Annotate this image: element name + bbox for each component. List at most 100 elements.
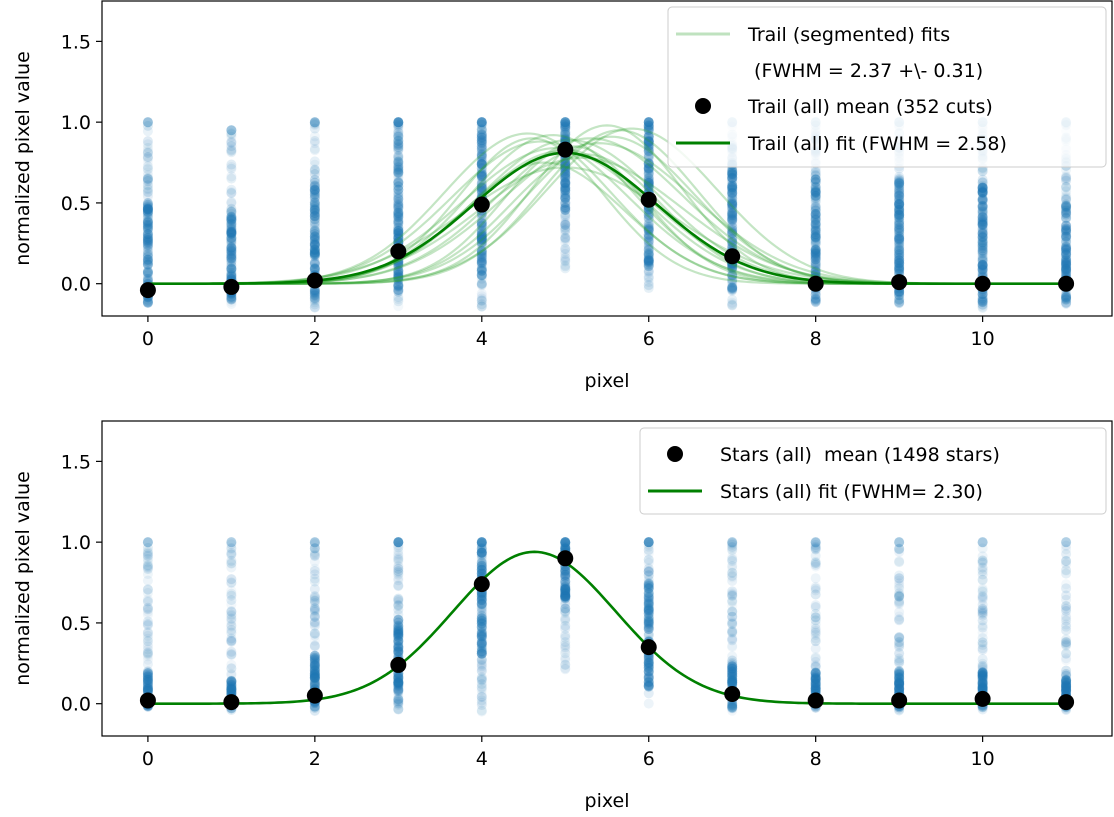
scatter-point xyxy=(142,249,153,260)
scatter-point xyxy=(393,285,404,296)
scatter-point xyxy=(393,207,404,218)
scatter-point xyxy=(727,193,738,204)
scatter-point xyxy=(977,217,988,228)
scatter-point xyxy=(476,175,487,186)
scatter-point xyxy=(226,294,237,305)
scatter-point xyxy=(810,226,821,237)
scatter-point xyxy=(810,229,821,240)
scatter-point xyxy=(643,150,654,161)
scatter-point xyxy=(309,240,320,251)
scatter-point xyxy=(560,197,571,208)
scatter-point xyxy=(1061,262,1072,273)
scatter-point xyxy=(894,632,905,643)
scatter-point xyxy=(727,206,738,217)
x-tick-label: 4 xyxy=(476,328,488,350)
scatter-point xyxy=(476,171,487,182)
scatter-point xyxy=(393,227,404,238)
scatter-point xyxy=(476,231,487,242)
scatter-point xyxy=(977,182,988,193)
scatter-point xyxy=(393,184,404,195)
scatter-point xyxy=(309,641,320,652)
scatter-point xyxy=(643,256,654,267)
scatter-point xyxy=(476,135,487,146)
scatter-point xyxy=(894,199,905,210)
scatter-point xyxy=(142,562,153,573)
scatter-point xyxy=(727,197,738,208)
scatter-point xyxy=(643,179,654,190)
scatter-point xyxy=(226,242,237,253)
scatter-point xyxy=(309,143,320,154)
scatter-point xyxy=(977,231,988,242)
scatter-point xyxy=(810,167,821,178)
scatter-point xyxy=(309,164,320,175)
scatter-point xyxy=(894,203,905,214)
scatter-point xyxy=(309,211,320,222)
scatter-point xyxy=(142,180,153,191)
scatter-point xyxy=(727,666,738,677)
scatter-point xyxy=(142,136,153,147)
scatter-point xyxy=(643,132,654,143)
scatter-point xyxy=(476,150,487,161)
scatter-point xyxy=(727,207,738,218)
scatter-point xyxy=(226,141,237,152)
scatter-point xyxy=(810,230,821,241)
mean-markers xyxy=(139,141,1075,299)
scatter-point xyxy=(560,212,571,223)
scatter-point xyxy=(142,208,153,219)
scatter-point xyxy=(393,209,404,220)
scatter-point xyxy=(142,641,153,652)
scatter-point xyxy=(977,207,988,218)
scatter-point xyxy=(393,178,404,189)
scatter-point xyxy=(894,181,905,192)
scatter-point xyxy=(393,230,404,241)
scatter-point xyxy=(393,265,404,276)
scatter-point xyxy=(727,210,738,221)
scatter-point xyxy=(309,290,320,301)
scatter-point xyxy=(309,240,320,251)
scatter-point xyxy=(560,584,571,595)
scatter-point xyxy=(142,254,153,265)
scatter-point xyxy=(476,255,487,266)
scatter-point xyxy=(1061,225,1072,236)
scatter-point xyxy=(476,249,487,260)
scatter-point xyxy=(309,202,320,213)
scatter-point xyxy=(1061,255,1072,266)
x-axis-label-bottom: pixel xyxy=(585,790,630,812)
scatter-point xyxy=(226,227,237,238)
scatter-point xyxy=(643,279,654,290)
scatter-point xyxy=(810,177,821,188)
scatter-point xyxy=(727,208,738,219)
scatter-point xyxy=(560,171,571,182)
scatter-point xyxy=(560,537,571,548)
scatter-point xyxy=(226,263,237,274)
scatter-point xyxy=(977,643,988,654)
scatter-point xyxy=(393,596,404,607)
scatter-point xyxy=(977,189,988,200)
scatter-point xyxy=(309,217,320,228)
scatter-point xyxy=(1061,220,1072,231)
scatter-point xyxy=(560,189,571,200)
scatter-point xyxy=(977,294,988,305)
scatter-point xyxy=(894,178,905,189)
scatter-point xyxy=(142,630,153,641)
scatter-point xyxy=(226,636,237,647)
scatter-point xyxy=(393,167,404,178)
scatter-point xyxy=(309,198,320,209)
scatter-point xyxy=(643,619,654,630)
scatter-point xyxy=(727,233,738,244)
ticks-top: 0 2 4 6 8 100.00.51.01.5 xyxy=(61,31,995,350)
scatter-point xyxy=(142,636,153,647)
scatter-point xyxy=(309,231,320,242)
scatter-point xyxy=(393,222,404,233)
scatter-point xyxy=(643,249,654,260)
scatter-point xyxy=(476,229,487,240)
scatter-point xyxy=(393,144,404,155)
scatter-point xyxy=(560,210,571,221)
scatter-point xyxy=(643,657,654,668)
scatter-point xyxy=(142,639,153,650)
scatter-point xyxy=(894,219,905,230)
scatter-point xyxy=(226,256,237,267)
scatter-point xyxy=(476,263,487,274)
scatter-point xyxy=(393,140,404,151)
scatter-point xyxy=(643,214,654,225)
